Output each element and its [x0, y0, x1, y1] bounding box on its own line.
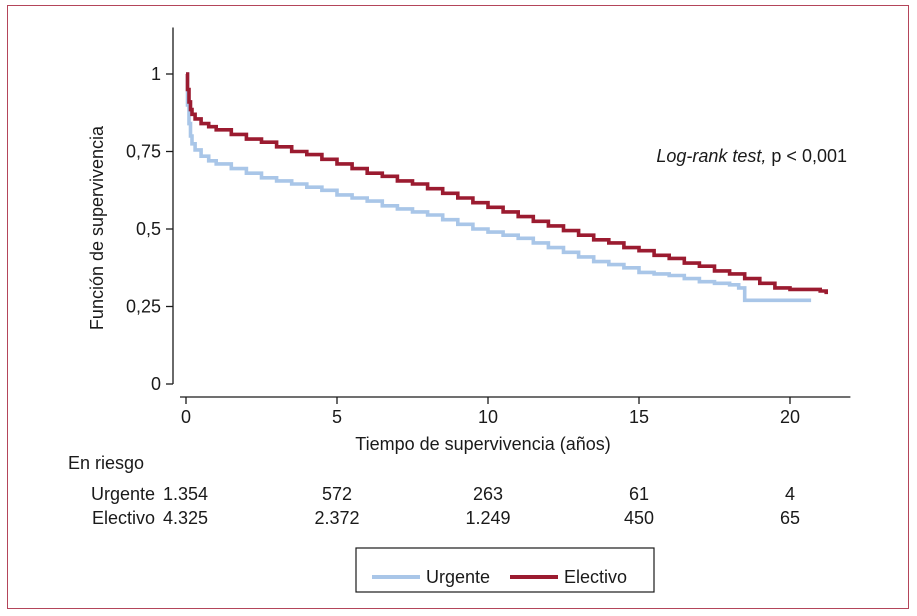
legend-box [355, 547, 655, 593]
legend-label-urgente: Urgente [426, 567, 490, 587]
y-tick-label: 0,5 [136, 219, 161, 239]
risk-cell: 1.354 [163, 484, 208, 504]
y-tick-label: 0,75 [126, 142, 161, 162]
y-tick-label: 0 [151, 374, 161, 394]
risk-row-label: Electivo [92, 508, 155, 528]
risk-cell: 4.325 [163, 508, 208, 528]
legend-label-electivo: Electivo [564, 567, 627, 587]
curve-electivo [185, 72, 828, 295]
risk-row-label: Urgente [91, 484, 155, 504]
risk-cell: 2.372 [314, 508, 359, 528]
risk-cell: 263 [473, 484, 503, 504]
log-rank-italic: Log-rank test, [656, 146, 766, 166]
y-axis-label: Función de supervivencia [87, 125, 107, 330]
chart-axes [166, 27, 851, 404]
figure-frame [7, 5, 909, 609]
y-tick-label: 0,25 [126, 297, 161, 317]
curve-urgente [185, 72, 812, 303]
risk-cell: 4 [785, 484, 795, 504]
x-tick-label: 0 [181, 407, 191, 427]
risk-cell: 572 [322, 484, 352, 504]
risk-cell: 450 [624, 508, 654, 528]
survival-curves [185, 72, 828, 303]
x-axis-label: Tiempo de supervivencia (años) [355, 434, 610, 454]
risk-table: Urgente 1.354 572 263 61 4 Electivo 4.325 2.372 1… [91, 484, 800, 528]
y-tick-label: 1 [151, 64, 161, 84]
x-tick-label: 5 [332, 407, 342, 427]
log-rank-annotation: Log-rank test, p < 0,001 [656, 146, 847, 166]
x-tick-label: 15 [629, 407, 649, 427]
risk-cell: 65 [780, 508, 800, 528]
x-tick-label: 10 [478, 407, 498, 427]
risk-cell: 1.249 [465, 508, 510, 528]
log-rank-p-value: p < 0,001 [766, 146, 847, 166]
risk-cell: 61 [629, 484, 649, 504]
risk-table-title: En riesgo [68, 453, 144, 473]
legend: Urgente Electivo [355, 547, 655, 593]
x-tick-label: 20 [780, 407, 800, 427]
